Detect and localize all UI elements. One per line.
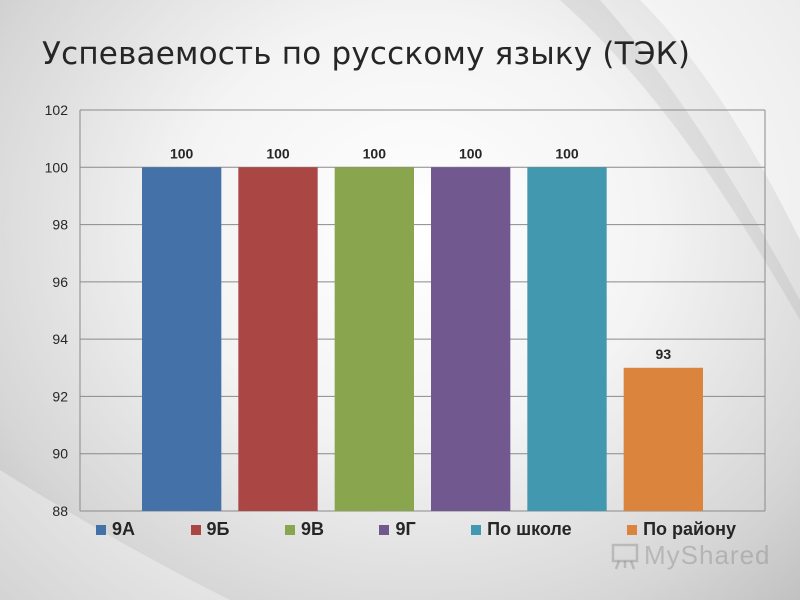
y-tick-label: 100 (45, 159, 69, 175)
data-label: 100 (555, 145, 579, 161)
data-label: 100 (266, 145, 290, 161)
y-tick-label: 90 (52, 446, 68, 462)
legend-item: 9Б (190, 519, 230, 540)
data-label: 100 (459, 145, 483, 161)
legend-item: По школе (471, 519, 572, 540)
bar (623, 367, 703, 511)
legend-swatch (379, 524, 390, 535)
data-label: 100 (170, 145, 194, 161)
y-tick-label: 94 (52, 331, 68, 347)
legend-swatch (471, 524, 482, 535)
bar (527, 167, 607, 512)
legend-swatch (96, 524, 106, 535)
legend-label: 9Б (206, 519, 230, 539)
legend-item: По району (627, 519, 736, 540)
watermark: MyShared (610, 540, 771, 571)
legend-swatch (627, 524, 638, 535)
legend-item: 9А (96, 519, 135, 540)
legend-label: 9А (112, 519, 136, 539)
legend-label: 9Г (395, 519, 416, 539)
y-tick-label: 92 (52, 388, 68, 404)
bar (431, 167, 511, 512)
legend-item: 9В (284, 519, 324, 540)
data-label: 93 (656, 346, 672, 362)
chart-legend: 9А 9Б 9В 9Г По школе По району (96, 519, 736, 540)
bar (142, 167, 222, 512)
legend-label: 9В (300, 519, 324, 539)
y-tick-label: 88 (52, 503, 68, 519)
legend-label: По школе (487, 519, 572, 539)
data-label: 100 (363, 145, 387, 161)
bar (334, 167, 414, 512)
watermark-text: MyShared (644, 540, 771, 570)
y-tick-label: 98 (52, 217, 68, 233)
slide-title: Успеваемость по русскому языку (ТЭК) (42, 36, 691, 72)
y-axis-ticks: 88 90 92 94 96 98 100 102 (45, 102, 69, 519)
presentation-board-icon (611, 543, 639, 569)
y-tick-label: 96 (52, 274, 68, 290)
bars (142, 167, 703, 512)
legend-swatch (284, 524, 295, 535)
data-labels: 100 100 100 100 100 93 (170, 145, 671, 361)
bar (238, 167, 318, 512)
legend-item: 9Г (379, 519, 416, 540)
y-tick-label: 102 (45, 102, 69, 118)
legend-swatch (190, 524, 201, 535)
legend-label: По району (643, 519, 736, 539)
